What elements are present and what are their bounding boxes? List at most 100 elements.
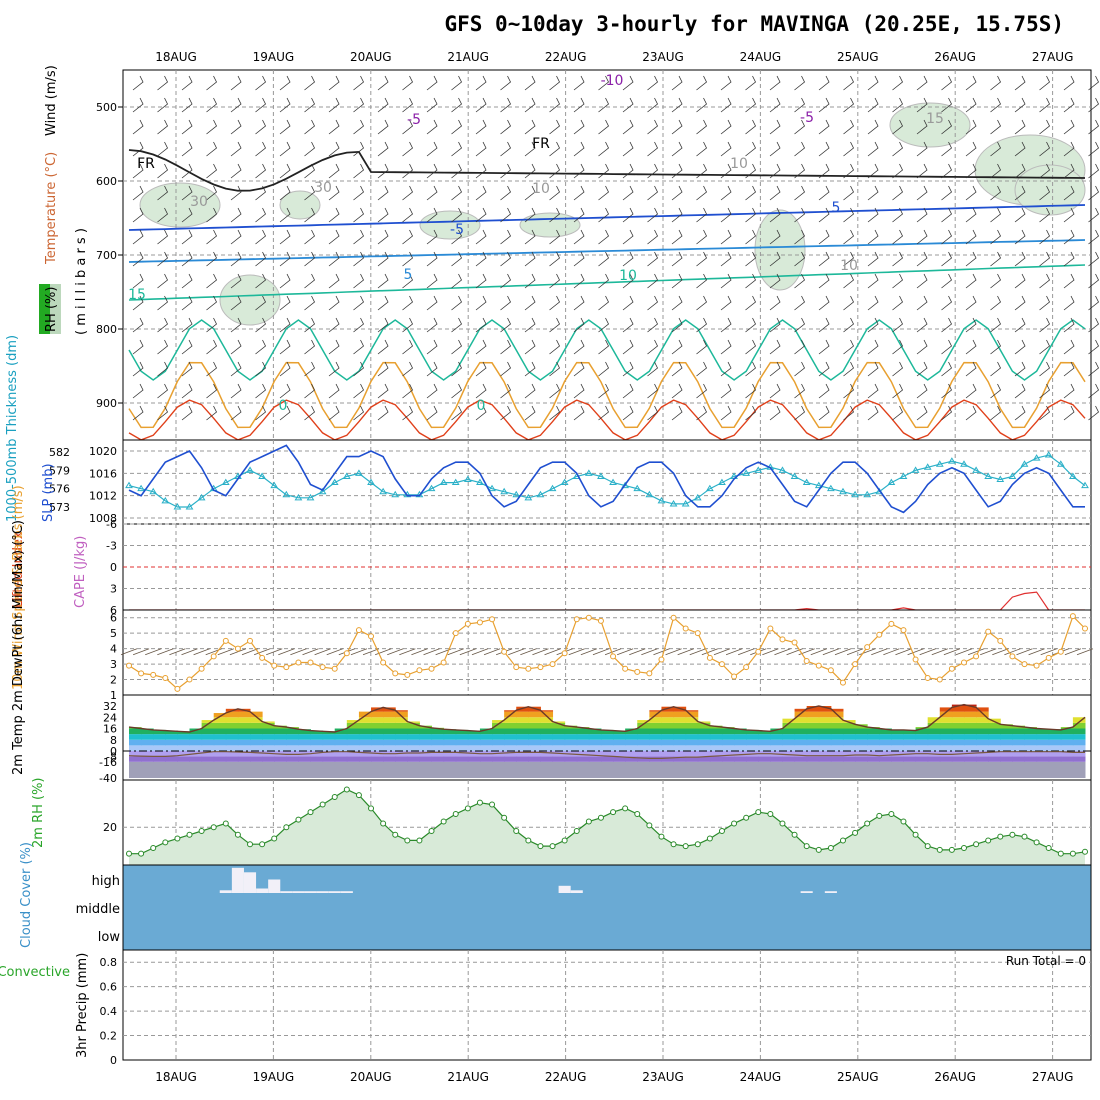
- upper-wind-barb: [1063, 163, 1075, 179]
- upper-wind-barb: [353, 119, 365, 135]
- upper-wind-barb: [622, 361, 634, 377]
- wind-speed-marker: [234, 645, 241, 652]
- thickness-marker: [548, 484, 557, 492]
- upper-wind-barb: [990, 185, 1002, 201]
- upper-wind-barb: [549, 119, 561, 135]
- wind-barb-10m: [980, 648, 997, 656]
- upper-wind-barb: [255, 317, 267, 333]
- wind-speed-marker: [307, 659, 314, 666]
- high-cloud-bar: [268, 879, 281, 893]
- upper-wind-barb: [941, 119, 953, 135]
- temp-colour-band: [165, 745, 178, 751]
- upper-wind-barb: [867, 207, 879, 223]
- wind-speed-marker: [973, 653, 980, 660]
- wind-barb-10m: [1076, 648, 1094, 656]
- temp-colour-band: [431, 756, 445, 762]
- upper-wind-barb: [500, 207, 512, 223]
- temp-colour-band: [516, 756, 529, 762]
- rh-area: [129, 789, 1085, 865]
- temp-colour-band: [806, 761, 820, 778]
- temp-colour-band: [613, 745, 626, 751]
- temp-colour-band: [177, 751, 191, 757]
- temp-colour-band: [697, 739, 711, 746]
- wind-speed-marker: [694, 630, 701, 637]
- rh-marker: [476, 799, 483, 806]
- upper-wind-barb: [1063, 339, 1075, 355]
- top-date-label: 25AUG: [837, 50, 879, 64]
- upper-wind-barb: [132, 207, 144, 223]
- rh-marker: [948, 846, 955, 853]
- thickness-marker: [137, 484, 145, 492]
- temp-colour-band: [383, 734, 396, 740]
- temp-colour-band: [237, 722, 251, 729]
- isotherm-5: [128, 204, 1086, 231]
- temp-colour-band: [395, 739, 408, 746]
- temp-colour-band: [504, 728, 517, 735]
- upper-wind-barb: [230, 163, 242, 179]
- temp-colour-band: [516, 761, 529, 778]
- upper-wind-barb: [328, 295, 340, 311]
- temp-colour-band: [794, 722, 808, 729]
- upper-wind-barb: [892, 339, 904, 355]
- upper-wind-barb: [941, 361, 953, 377]
- temp-colour-band: [262, 734, 275, 740]
- temp-colour-band: [395, 745, 408, 751]
- upper-wind-barb: [1014, 405, 1026, 421]
- upper-wind-barb: [500, 339, 512, 355]
- upper-wind-barb: [377, 251, 389, 267]
- temp-colour-band: [879, 751, 892, 757]
- upper-wind-barb: [255, 273, 267, 289]
- temp-colour-band: [927, 728, 941, 735]
- upper-wind-barb: [402, 163, 414, 179]
- temp-colour-band: [1012, 761, 1025, 778]
- wind-barb-10m: [580, 648, 597, 656]
- thickness-marker: [597, 472, 605, 479]
- upper-wind-barb: [304, 295, 316, 311]
- temp-colour-band: [661, 728, 675, 735]
- temp-colour-band: [286, 745, 299, 751]
- upper-wind-barb: [843, 75, 855, 91]
- temp-colour-band: [201, 756, 215, 762]
- upper-wind-barb: [402, 361, 414, 377]
- wind-barb-10m: [738, 648, 755, 656]
- temp-colour-band: [274, 745, 287, 751]
- wind-barb-10m: [919, 648, 936, 656]
- temp-colour-band: [250, 751, 263, 757]
- upper-wind-barb: [622, 295, 634, 311]
- rh-marker: [355, 792, 362, 799]
- upper-wind-barb: [304, 119, 316, 135]
- bottom-date-label: 23AUG: [642, 1070, 684, 1084]
- rh-marker: [924, 843, 931, 850]
- wind-barb-10m: [701, 648, 719, 656]
- upper-wind-barb: [1063, 141, 1075, 157]
- upper-wind-barb: [328, 229, 340, 245]
- temp-colour-band: [346, 756, 360, 762]
- temp-colour-band: [637, 722, 650, 729]
- temp-colour-band: [286, 761, 299, 778]
- temp-colour-band: [600, 734, 614, 740]
- upper-wind-barb: [377, 141, 389, 157]
- temp-colour-band: [504, 717, 517, 723]
- upper-wind-barb: [598, 207, 610, 223]
- temp-colour-band: [504, 710, 517, 712]
- temp-colour-band: [1024, 734, 1038, 740]
- temp-colour-band: [262, 721, 275, 723]
- thickness-marker: [1069, 472, 1077, 479]
- thickness-marker: [681, 499, 690, 507]
- temp-colour-band: [310, 761, 324, 778]
- upper-wind-barb: [1088, 207, 1100, 223]
- temp-colour-band: [867, 751, 880, 757]
- upper-wind-barb: [230, 75, 242, 91]
- temp-colour-band: [346, 722, 360, 729]
- temp-colour-band: [625, 751, 638, 757]
- temp-colour-band: [818, 751, 832, 757]
- rh-marker: [900, 818, 907, 825]
- temp-colour-band: [734, 756, 747, 762]
- wind-barb-10m: [895, 648, 912, 656]
- thickness-tick-label: 573: [49, 501, 70, 514]
- temp-colour-band: [407, 751, 420, 757]
- wind-speed-marker: [791, 639, 798, 646]
- wind-barb-10m: [629, 648, 646, 656]
- rh-marker: [186, 831, 193, 838]
